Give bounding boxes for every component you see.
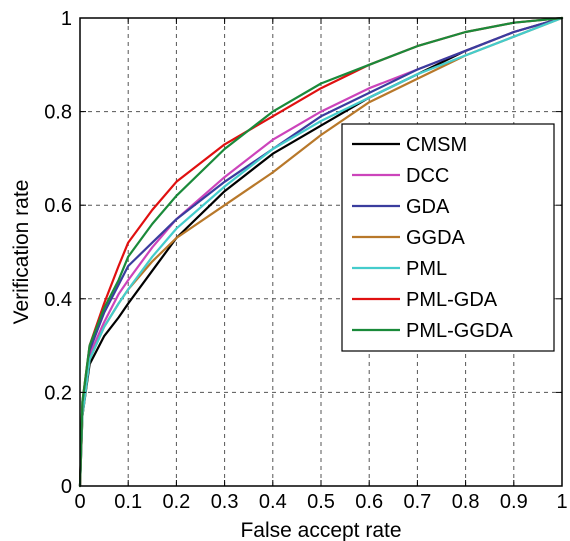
x-axis-label: False accept rate [240, 519, 401, 541]
y-tick-label: 0.6 [44, 195, 72, 217]
x-tick-label: 0 [74, 491, 85, 513]
series-line-pml [78, 16, 564, 488]
x-tick-label: 0.9 [500, 491, 528, 513]
y-tick-label: 0 [61, 476, 72, 498]
y-tick-label: 0.4 [44, 289, 72, 311]
series-line-cmsm [78, 16, 564, 488]
legend-label-cmsm: CMSM [406, 134, 467, 156]
series-group [78, 16, 564, 488]
y-tick-label: 0.8 [44, 102, 72, 124]
legend-label-gda: GDA [406, 196, 450, 218]
legend-label-dcc: DCC [406, 165, 449, 187]
legend: CMSM DCC GDA GGDA PML PML-GDA PML-GGDA [341, 123, 555, 352]
tick-marks [79, 17, 563, 487]
legend-label-pml-gda: PML-GDA [406, 289, 498, 311]
y-tick-label: 1 [61, 8, 72, 30]
x-tick-label: 0.3 [211, 491, 239, 513]
series-line-gda [78, 16, 564, 488]
legend-label-ggda: GGDA [406, 227, 466, 249]
y-tick-label: 0.2 [44, 382, 72, 404]
tick-labels: 0 0.1 0.2 0.3 0.4 0.5 0.6 0.7 0.8 0.9 1 0 0.2 0.4 0.6 0… [44, 8, 567, 513]
x-tick-label: 0.1 [114, 491, 142, 513]
series-line-pml-ggda [78, 16, 564, 488]
x-tick-label: 0.8 [452, 491, 480, 513]
x-tick-label: 1 [556, 491, 567, 513]
legend-label-pml-ggda: PML-GGDA [406, 320, 513, 342]
x-tick-label: 0.4 [259, 491, 287, 513]
x-tick-label: 0.5 [307, 491, 335, 513]
x-tick-label: 0.2 [162, 491, 190, 513]
y-axis-label: Verification rate [10, 180, 33, 325]
legend-label-pml: PML [406, 258, 447, 280]
x-tick-label: 0.7 [403, 491, 431, 513]
x-tick-label: 0.6 [355, 491, 383, 513]
